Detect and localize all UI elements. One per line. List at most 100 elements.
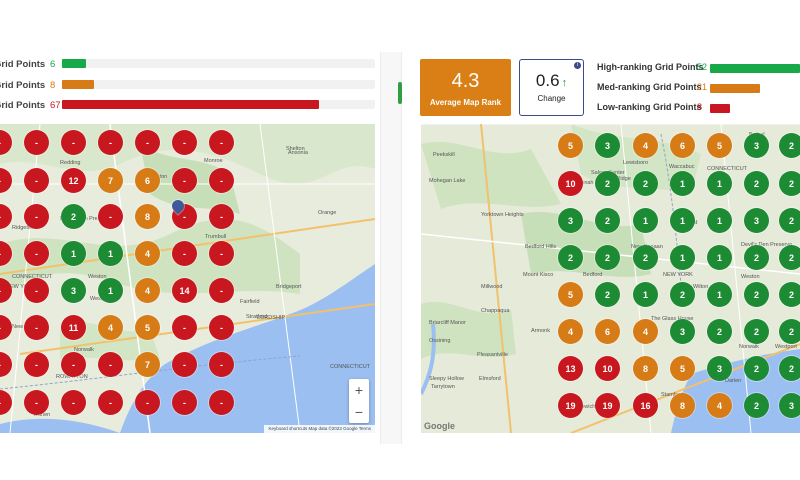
rank-marker[interactable]: - bbox=[61, 390, 86, 415]
rank-marker[interactable]: - bbox=[0, 130, 12, 155]
rank-marker[interactable]: - bbox=[24, 204, 49, 229]
rank-marker[interactable]: 2 bbox=[779, 319, 800, 344]
rank-marker[interactable]: - bbox=[24, 168, 49, 193]
rank-marker[interactable]: 2 bbox=[744, 319, 769, 344]
rank-marker[interactable]: - bbox=[61, 352, 86, 377]
rank-marker[interactable]: - bbox=[172, 130, 197, 155]
rank-marker[interactable]: 12 bbox=[61, 168, 86, 193]
rank-marker[interactable]: - bbox=[135, 130, 160, 155]
rank-marker[interactable]: 5 bbox=[135, 315, 160, 340]
rank-marker[interactable]: - bbox=[61, 130, 86, 155]
rank-marker[interactable]: - bbox=[24, 352, 49, 377]
rank-marker[interactable]: 1 bbox=[633, 282, 658, 307]
left-rank-map[interactable]: RidgefieldWestonWestportNorwalkDarienMon… bbox=[0, 124, 375, 433]
rank-marker[interactable]: - bbox=[172, 390, 197, 415]
rank-marker[interactable]: 3 bbox=[558, 208, 583, 233]
rank-marker[interactable]: 5 bbox=[558, 282, 583, 307]
rank-marker[interactable]: - bbox=[209, 168, 234, 193]
right-rank-map[interactable]: Mohegan Lake Yorktown Heights Bedford Hill… bbox=[421, 124, 800, 433]
rank-marker[interactable]: - bbox=[0, 168, 12, 193]
rank-marker[interactable]: 1 bbox=[61, 241, 86, 266]
rank-marker[interactable]: 1 bbox=[98, 278, 123, 303]
rank-marker[interactable]: 13 bbox=[558, 356, 583, 381]
rank-marker[interactable]: 8 bbox=[135, 204, 160, 229]
rank-marker[interactable]: - bbox=[0, 315, 12, 340]
rank-marker[interactable]: 1 bbox=[670, 208, 695, 233]
rank-marker[interactable]: 2 bbox=[779, 133, 800, 158]
rank-marker[interactable]: 2 bbox=[595, 282, 620, 307]
rank-marker[interactable]: - bbox=[172, 352, 197, 377]
rank-marker[interactable]: - bbox=[209, 352, 234, 377]
rank-marker[interactable]: 7 bbox=[98, 168, 123, 193]
rank-marker[interactable]: 4 bbox=[135, 278, 160, 303]
rank-marker[interactable]: - bbox=[0, 278, 12, 303]
rank-marker[interactable]: 3 bbox=[744, 133, 769, 158]
rank-marker[interactable]: - bbox=[209, 315, 234, 340]
rank-marker[interactable]: 1 bbox=[633, 208, 658, 233]
rank-marker[interactable]: - bbox=[209, 204, 234, 229]
rank-marker[interactable]: 10 bbox=[558, 171, 583, 196]
rank-marker[interactable]: 4 bbox=[558, 319, 583, 344]
rank-marker[interactable]: - bbox=[98, 352, 123, 377]
rank-marker[interactable]: 2 bbox=[595, 208, 620, 233]
rank-marker[interactable]: 3 bbox=[670, 319, 695, 344]
rank-marker[interactable]: 4 bbox=[633, 133, 658, 158]
rank-marker[interactable]: 8 bbox=[670, 393, 695, 418]
rank-marker[interactable]: 1 bbox=[707, 245, 732, 270]
zoom-in-button[interactable]: + bbox=[354, 382, 364, 398]
rank-marker[interactable]: - bbox=[0, 352, 12, 377]
rank-marker[interactable]: 2 bbox=[779, 356, 800, 381]
rank-marker[interactable]: 19 bbox=[595, 393, 620, 418]
rank-marker[interactable]: 7 bbox=[135, 352, 160, 377]
rank-marker[interactable]: 16 bbox=[633, 393, 658, 418]
rank-marker[interactable]: - bbox=[24, 241, 49, 266]
rank-marker[interactable]: 3 bbox=[595, 133, 620, 158]
rank-marker[interactable]: - bbox=[209, 278, 234, 303]
rank-marker[interactable]: 2 bbox=[744, 393, 769, 418]
rank-marker[interactable]: 10 bbox=[595, 356, 620, 381]
rank-marker[interactable]: - bbox=[172, 315, 197, 340]
zoom-out-button[interactable]: − bbox=[354, 404, 364, 420]
rank-marker[interactable]: 2 bbox=[61, 204, 86, 229]
rank-marker[interactable]: 5 bbox=[707, 133, 732, 158]
rank-marker[interactable]: 1 bbox=[98, 241, 123, 266]
rank-marker[interactable]: 2 bbox=[779, 282, 800, 307]
rank-marker[interactable]: 1 bbox=[670, 171, 695, 196]
rank-marker[interactable]: 2 bbox=[670, 282, 695, 307]
rank-marker[interactable]: 6 bbox=[595, 319, 620, 344]
rank-marker[interactable]: 2 bbox=[744, 245, 769, 270]
rank-marker[interactable]: 6 bbox=[670, 133, 695, 158]
rank-marker[interactable]: 3 bbox=[707, 356, 732, 381]
rank-marker[interactable]: 3 bbox=[779, 393, 800, 418]
rank-marker[interactable]: 1 bbox=[707, 171, 732, 196]
rank-marker[interactable]: 4 bbox=[98, 315, 123, 340]
rank-marker[interactable]: 2 bbox=[744, 171, 769, 196]
rank-marker[interactable]: - bbox=[209, 241, 234, 266]
rank-marker[interactable]: 4 bbox=[135, 241, 160, 266]
rank-marker[interactable]: 19 bbox=[558, 393, 583, 418]
rank-marker[interactable]: 3 bbox=[744, 208, 769, 233]
rank-marker[interactable]: 2 bbox=[707, 319, 732, 344]
rank-marker[interactable]: - bbox=[98, 130, 123, 155]
rank-marker[interactable]: 8 bbox=[633, 356, 658, 381]
rank-marker[interactable]: 1 bbox=[707, 282, 732, 307]
rank-marker[interactable]: 6 bbox=[135, 168, 160, 193]
rank-marker[interactable]: 2 bbox=[779, 171, 800, 196]
rank-marker[interactable]: 1 bbox=[670, 245, 695, 270]
rank-marker[interactable]: 4 bbox=[707, 393, 732, 418]
rank-marker[interactable]: - bbox=[172, 168, 197, 193]
rank-marker[interactable]: 4 bbox=[633, 319, 658, 344]
rank-marker[interactable]: - bbox=[24, 315, 49, 340]
rank-marker[interactable]: 2 bbox=[633, 245, 658, 270]
rank-marker[interactable]: - bbox=[98, 204, 123, 229]
rank-marker[interactable]: - bbox=[135, 390, 160, 415]
rank-marker[interactable]: - bbox=[0, 390, 12, 415]
rank-marker[interactable]: 2 bbox=[744, 356, 769, 381]
rank-marker[interactable]: - bbox=[172, 241, 197, 266]
map-attribution[interactable]: Keyboard shortcuts Map data ©2023 Google… bbox=[264, 425, 375, 433]
rank-marker[interactable]: 2 bbox=[779, 208, 800, 233]
rank-marker[interactable]: - bbox=[0, 204, 12, 229]
rank-marker[interactable]: - bbox=[209, 130, 234, 155]
rank-marker[interactable]: 2 bbox=[558, 245, 583, 270]
rank-marker[interactable]: - bbox=[24, 278, 49, 303]
